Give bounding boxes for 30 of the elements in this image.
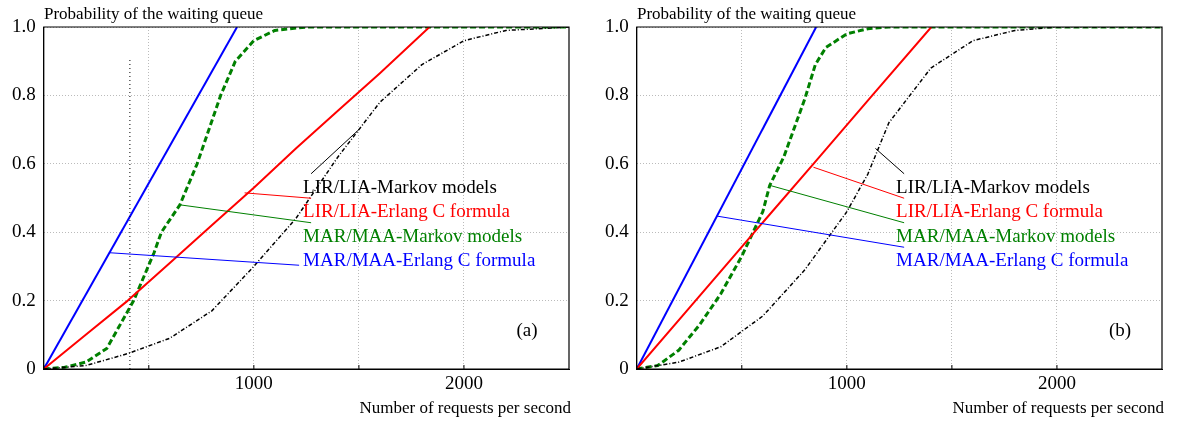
y-tick-label: 0.2 <box>605 288 629 310</box>
y-tick-label: 0.6 <box>605 151 629 173</box>
y-tick-label: 0.2 <box>12 288 36 310</box>
x-tick-label: 1000 <box>827 372 866 394</box>
x-tick-label: 2000 <box>444 372 483 394</box>
x-tick-label: 2000 <box>1037 372 1076 394</box>
y-tick-label: 0.4 <box>12 220 37 242</box>
annotation: LIR/LIA-Erlang C formula <box>896 200 1104 222</box>
annotation: MAR/MAA-Erlang C formula <box>303 249 536 271</box>
annotation: MAR/MAA-Markov models <box>303 224 523 246</box>
annotation: LIR/LIA-Markov models <box>303 175 497 197</box>
x-axis-title: Number of requests per second <box>359 398 571 418</box>
annotation: MAR/MAA-Markov models <box>896 224 1116 246</box>
x-tick-label: 1000 <box>234 372 273 394</box>
x-axis-title: Number of requests per second <box>952 398 1164 418</box>
annotation: LIR/LIA-Markov models <box>896 175 1090 197</box>
y-tick-label: 0.6 <box>12 151 36 173</box>
y-tick-label: 0 <box>26 356 36 378</box>
y-tick-label: 0.8 <box>12 83 36 105</box>
y-tick-label: 1.0 <box>12 14 36 36</box>
annotation: LIR/LIA-Erlang C formula <box>303 200 511 222</box>
y-tick-label: 0 <box>619 356 629 378</box>
y-tick-label: 1.0 <box>605 14 629 36</box>
y-axis-title: Probability of the waiting queue <box>637 4 857 24</box>
annotation: (a) <box>516 319 538 342</box>
y-axis-title: Probability of the waiting queue <box>44 4 264 24</box>
annotation: MAR/MAA-Erlang C formula <box>896 249 1129 271</box>
y-tick-label: 0.4 <box>605 220 630 242</box>
y-tick-label: 0.8 <box>605 83 629 105</box>
annotation: (b) <box>1108 319 1132 342</box>
